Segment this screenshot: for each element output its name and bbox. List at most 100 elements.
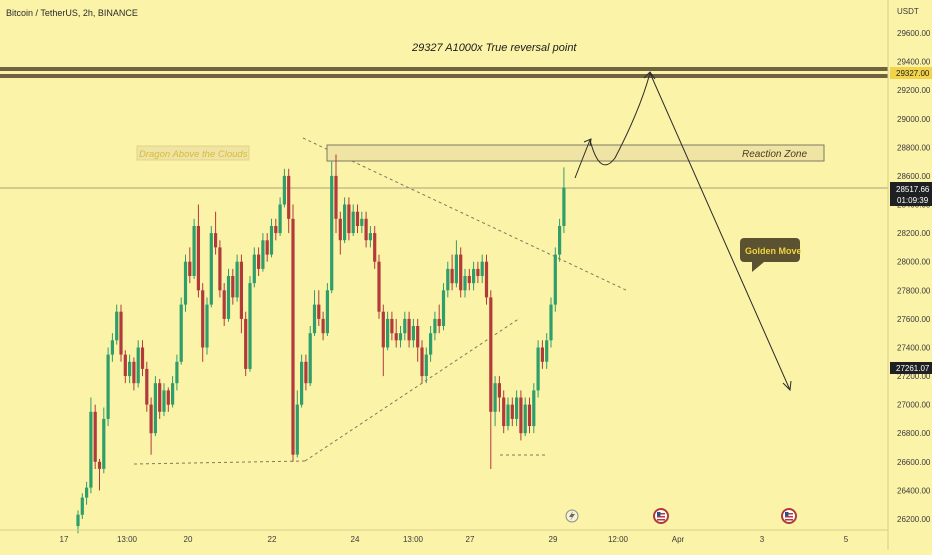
candle-body <box>287 175 291 219</box>
projection-arrowhead-3 <box>782 380 792 392</box>
candle-body <box>140 347 145 369</box>
candle-body <box>553 254 557 305</box>
price-scale[interactable]: USDT 29600.00 29400.00 29200.00 29000.00 288… <box>887 0 932 550</box>
candle-body <box>454 254 458 284</box>
dragon-label: Dragon Above the Clouds <box>139 149 248 160</box>
candle-body <box>145 368 149 405</box>
golden-move-callout: Golden Move <box>740 238 802 272</box>
candle-body <box>386 318 390 348</box>
candle-body <box>545 340 549 362</box>
reaction-zone-label: Reaction Zone <box>742 149 807 160</box>
candle-body <box>295 404 299 455</box>
candle-body <box>149 404 153 434</box>
candle-body <box>441 290 446 326</box>
candle-body <box>381 311 385 348</box>
candle-body <box>325 290 329 334</box>
candle-body <box>235 261 239 298</box>
candle-body <box>175 361 179 384</box>
target-badge-text: 29327.00 <box>896 69 930 78</box>
candle-body <box>433 318 437 334</box>
candle-body <box>424 354 428 376</box>
candle-body <box>110 340 114 355</box>
candle-body <box>536 347 540 391</box>
candle-body <box>502 397 506 427</box>
candle-body <box>472 268 476 284</box>
us-flag-icon[interactable] <box>781 508 797 524</box>
candle-body <box>300 361 304 405</box>
us-flag-icon[interactable] <box>653 508 669 524</box>
candle-body <box>304 361 308 384</box>
candle-body <box>308 333 312 384</box>
candle-body <box>218 247 222 291</box>
candle-body <box>278 204 282 234</box>
time-tick-label: 22 <box>268 535 277 544</box>
candle-body <box>93 411 97 462</box>
candle-body <box>205 304 209 348</box>
price-tick-label: 27000.00 <box>897 401 931 410</box>
candle-body <box>407 318 411 341</box>
candle-body <box>248 283 252 369</box>
support-line <box>133 460 306 465</box>
candle-body <box>398 333 403 341</box>
candle-body <box>192 226 196 276</box>
candle-body <box>201 290 205 348</box>
candle-body <box>446 268 450 291</box>
candle-body <box>119 311 123 355</box>
candle-body <box>153 383 157 434</box>
time-tick-label: 17 <box>60 535 69 544</box>
current-price-text: 28517.66 <box>896 185 930 194</box>
candle-body <box>261 240 265 269</box>
candle-body <box>188 261 192 276</box>
candle-body <box>390 318 394 334</box>
lightning-icon[interactable] <box>565 509 579 523</box>
price-tick-label: 28200.00 <box>897 229 931 238</box>
dragon-label-box <box>136 145 250 161</box>
time-tick-label: 12:00 <box>608 535 629 544</box>
candle-body <box>274 226 278 234</box>
time-scale[interactable]: 17 13:00 20 22 24 13:00 27 29 12:00 Apr 3 5 <box>0 529 888 544</box>
time-tick-label: 27 <box>466 535 475 544</box>
projection-arrowhead-2 <box>643 71 656 80</box>
candle-body <box>166 390 170 405</box>
candle-body <box>429 333 433 355</box>
time-tick-label: 29 <box>549 535 558 544</box>
time-tick-label: 3 <box>760 535 765 544</box>
candle-body <box>497 383 501 398</box>
candle-body <box>493 383 497 412</box>
candle-body <box>106 354 110 419</box>
price-tick-label: 28000.00 <box>897 258 931 267</box>
candle-body <box>196 226 200 291</box>
time-tick-label: 13:00 <box>117 535 138 544</box>
candle-body <box>179 304 183 362</box>
candle-body <box>476 268 480 276</box>
price-tick-label: 29400.00 <box>897 58 931 67</box>
time-tick-label: 20 <box>184 535 193 544</box>
candle-body <box>450 268 454 284</box>
target-band <box>0 67 888 78</box>
candle-body <box>265 240 269 255</box>
candle-body <box>515 397 519 419</box>
candle-body <box>364 218 368 241</box>
candle-body <box>403 318 407 334</box>
candle-body <box>510 404 514 419</box>
candle-body <box>183 261 188 305</box>
price-tick-label: 27800.00 <box>897 286 931 295</box>
price-tick-label: 29000.00 <box>897 115 931 124</box>
candle-body <box>360 218 364 226</box>
candle-body <box>102 418 106 469</box>
symbol-title[interactable]: Bitcoin / TetherUS, 2h, BINANCE <box>6 8 138 18</box>
candle-body <box>330 175 334 291</box>
candle-body <box>351 211 355 234</box>
candle-body <box>459 254 463 291</box>
candle-body <box>115 311 119 341</box>
candle-body <box>312 304 317 334</box>
candle-body <box>532 390 536 427</box>
candle-body <box>343 204 347 241</box>
price-tick-label: 27600.00 <box>897 315 931 324</box>
candle-body <box>527 404 532 426</box>
candle-body <box>355 211 360 226</box>
price-tick-label: 26600.00 <box>897 458 931 467</box>
candle-body <box>132 361 136 384</box>
